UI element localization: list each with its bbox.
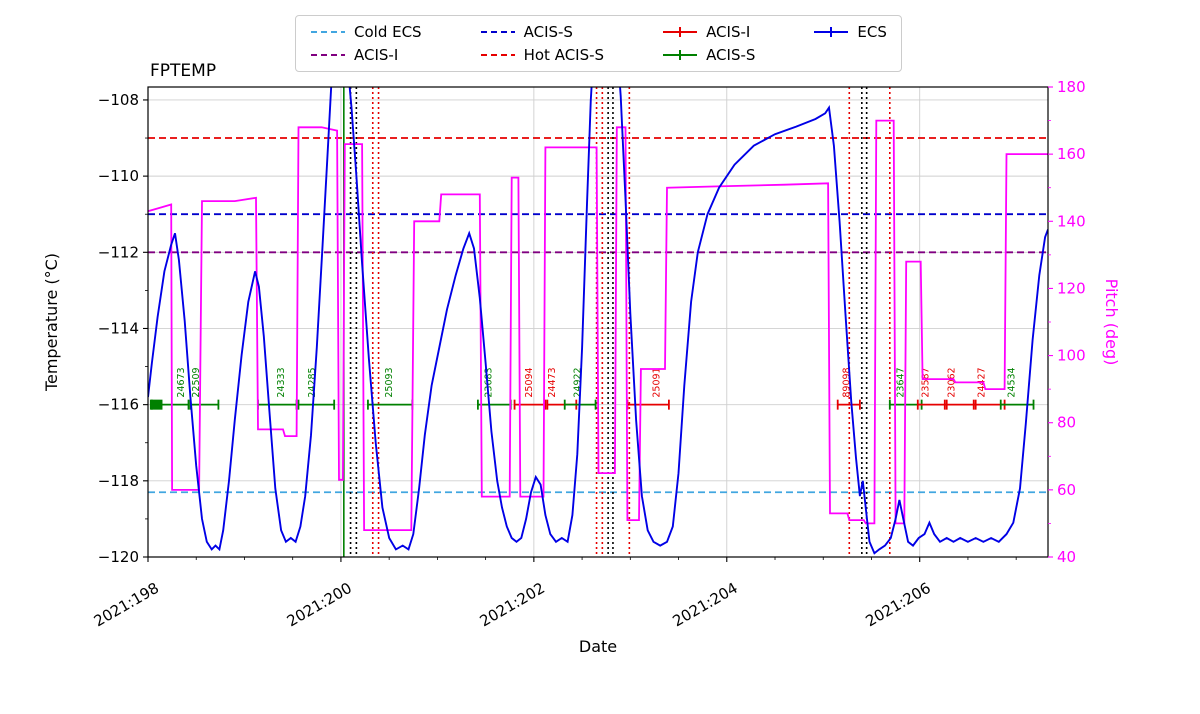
pitch-tick-label: 120 <box>1057 279 1086 297</box>
x-tick-label: 2021:200 <box>284 579 355 631</box>
obsid-label: 89098 <box>841 367 852 397</box>
temp-tick-label: −116 <box>98 396 139 414</box>
temp-tick-label: −108 <box>98 91 139 109</box>
legend-item: Cold ECS <box>310 23 422 41</box>
legend: Cold ECS ACIS-I ACIS-S Hot ACIS-S ACIS-I ACIS… <box>295 15 902 72</box>
obsid-label: 24333 <box>276 367 287 397</box>
pitch-tick-label: 40 <box>1057 548 1076 566</box>
chart-title: FPTEMP <box>150 61 216 81</box>
axis-ticks <box>143 86 1053 562</box>
legend-label: Cold ECS <box>354 23 422 41</box>
obsid-label: 25094 <box>524 367 535 397</box>
pitch-tick-label: 100 <box>1057 347 1086 365</box>
x-tick-label: 2021:202 <box>477 579 548 631</box>
obsid-label: 25091 <box>651 367 662 397</box>
legend-column: ECS <box>813 23 887 64</box>
pitch-tick-label: 60 <box>1057 481 1076 499</box>
legend-label: ACIS-S <box>706 46 756 64</box>
pitch-line <box>148 119 1048 531</box>
legend-label: ACIS-S <box>523 23 573 41</box>
legend-item: ACIS-I <box>310 46 422 64</box>
legend-item: ECS <box>813 23 887 41</box>
obsid-label: 23587 <box>920 367 931 397</box>
obsid-label: 24922 <box>572 367 583 397</box>
x-tick-label: 2021:198 <box>91 579 162 631</box>
obsid-label: 23062 <box>947 367 958 397</box>
temp-tick-label: −112 <box>98 243 139 261</box>
chart-generated-content: 24673 22509 24333 24285 25093 23683 25094 24473… <box>91 78 1086 631</box>
legend-line-sample <box>663 50 698 60</box>
legend-label: ACIS-I <box>706 23 751 41</box>
obsid-label: 24473 <box>547 367 558 397</box>
temp-tick-label: −118 <box>98 472 139 490</box>
temp-tick-label: −120 <box>98 548 139 566</box>
obsid-label: 24285 <box>307 367 318 397</box>
obsid-label: 23647 <box>895 367 906 397</box>
ecs-temperature-line <box>148 87 1048 555</box>
legend-item: ACIS-I <box>662 23 755 41</box>
pitch-tick-label: 180 <box>1057 78 1086 96</box>
obsid-label: 24534 <box>1006 367 1017 397</box>
temp-tick-label: −114 <box>98 319 139 337</box>
legend-label: Hot ACIS-S <box>523 46 605 64</box>
pitch-tick-label: 160 <box>1057 145 1086 163</box>
legend-label: ACIS-I <box>354 46 399 64</box>
obsid-label: 24673 <box>176 367 187 397</box>
legend-line-sample <box>480 54 515 56</box>
obs-block <box>149 399 163 410</box>
y-axis-right-label: Pitch (deg) <box>1102 279 1121 366</box>
y-axis-left-label: Temperature (°C) <box>42 253 61 392</box>
legend-line-sample <box>480 31 515 33</box>
legend-line-sample <box>311 31 345 33</box>
pitch-tick-label: 140 <box>1057 212 1086 230</box>
legend-label: ECS <box>857 23 887 41</box>
legend-column: ACIS-S Hot ACIS-S <box>480 23 604 64</box>
legend-line-sample <box>311 54 345 56</box>
legend-column: ACIS-I ACIS-S <box>662 23 755 64</box>
temp-tick-label: −110 <box>98 167 139 185</box>
legend-item: Hot ACIS-S <box>480 46 604 64</box>
legend-item: ACIS-S <box>662 46 755 64</box>
x-tick-label: 2021:204 <box>670 579 741 631</box>
obs-segments <box>149 399 1035 410</box>
obsid-label: 22509 <box>191 367 202 397</box>
pitch-tick-label: 80 <box>1057 414 1076 432</box>
legend-column: Cold ECS ACIS-I <box>310 23 422 64</box>
legend-line-sample <box>814 27 849 37</box>
obsid-label: 23683 <box>484 367 495 397</box>
x-axis-label: Date <box>579 637 617 656</box>
obsid-label: 25093 <box>384 367 395 397</box>
legend-line-sample <box>663 27 698 37</box>
x-tick-label: 2021:206 <box>862 579 933 631</box>
legend-item: ACIS-S <box>480 23 604 41</box>
